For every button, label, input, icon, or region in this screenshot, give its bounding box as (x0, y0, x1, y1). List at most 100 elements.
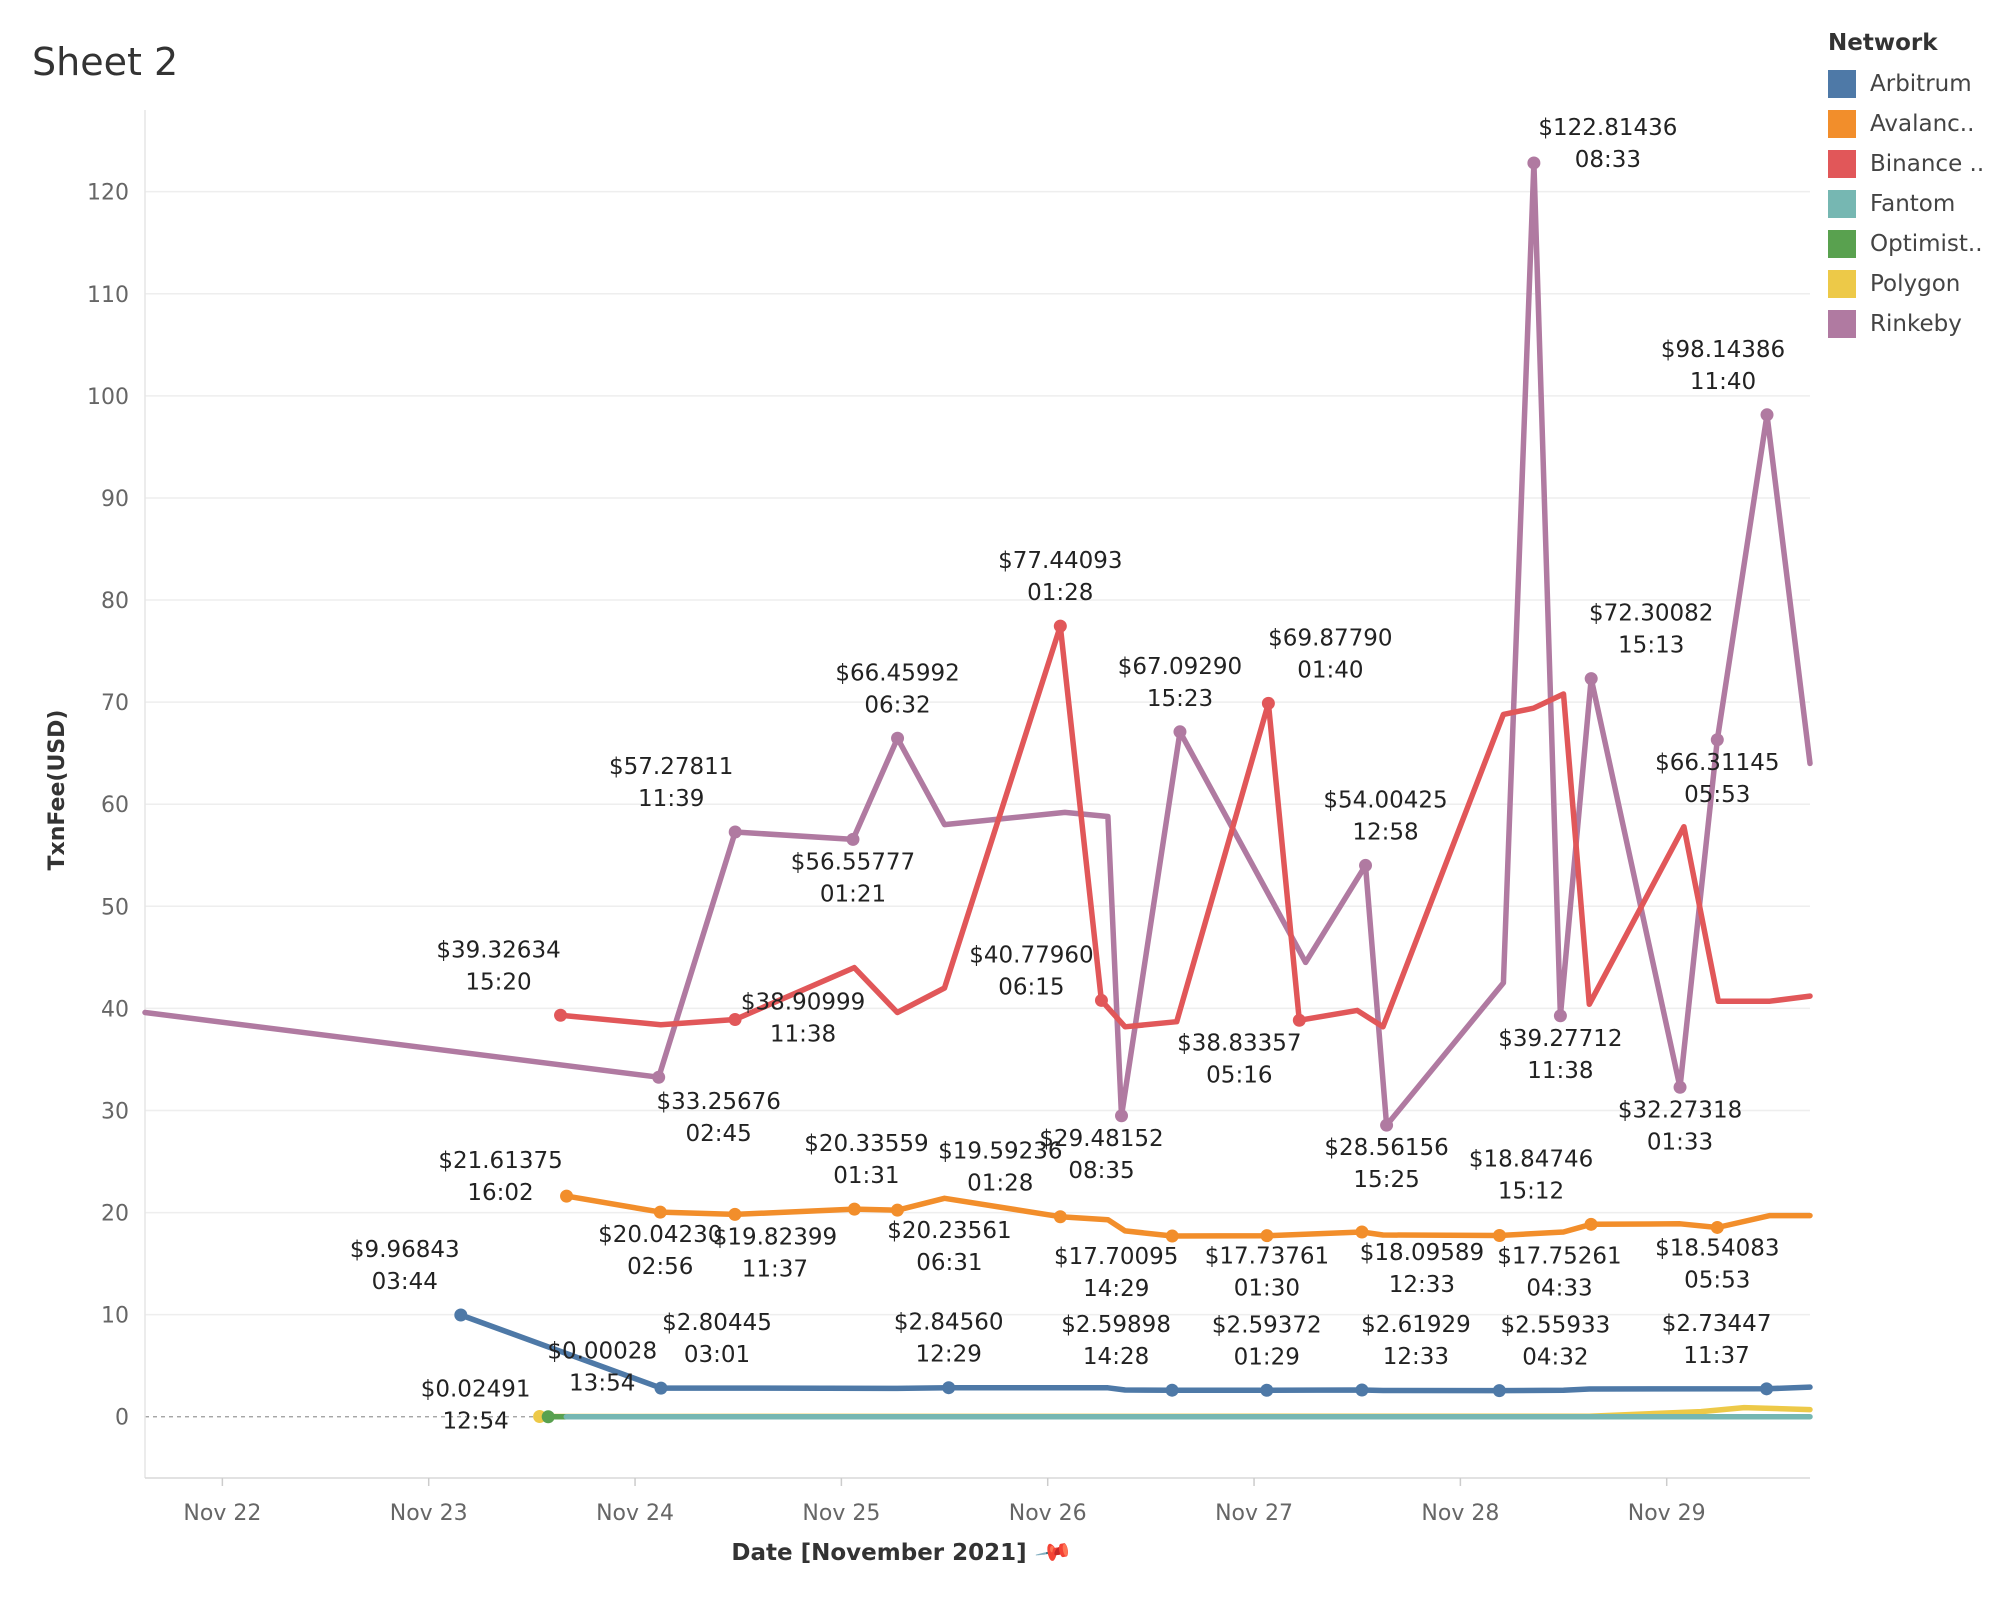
data-point[interactable] (1292, 1013, 1306, 1027)
data-label-value: $28.56156 (1324, 1135, 1448, 1161)
data-point[interactable] (1380, 1118, 1394, 1132)
data-point[interactable] (454, 1308, 468, 1322)
data-label-time: 11:40 (1690, 369, 1756, 395)
series-line-binance[interactable] (557, 623, 1813, 1030)
y-tick-label: 110 (87, 283, 129, 308)
data-point[interactable] (1115, 1109, 1129, 1123)
series-line-arbitrum[interactable] (458, 1312, 1813, 1394)
data-point[interactable] (846, 832, 860, 846)
data-label-value: $2.59372 (1212, 1312, 1322, 1338)
data-point[interactable] (654, 1381, 668, 1395)
data-label-time: 04:32 (1522, 1345, 1588, 1371)
data-label-time: 01:21 (820, 881, 886, 907)
data-point[interactable] (554, 1008, 568, 1022)
data-label-time: 15:23 (1147, 686, 1213, 712)
data-label-value: $38.90999 (741, 990, 865, 1016)
data-label-value: $18.09589 (1360, 1240, 1484, 1266)
data-point[interactable] (1673, 1080, 1687, 1094)
data-label-value: $2.80445 (662, 1310, 772, 1336)
x-tick-label: Nov 25 (802, 1501, 880, 1526)
legend-item[interactable]: Polygon (1828, 264, 1998, 304)
data-label-time: 16:02 (467, 1180, 533, 1206)
legend-item[interactable]: Fantom (1828, 184, 1998, 224)
data-point[interactable] (942, 1381, 956, 1395)
legend-swatch (1828, 310, 1856, 338)
legend-item[interactable]: Binance .. (1828, 144, 1998, 184)
data-point[interactable] (1553, 1009, 1567, 1023)
data-label-time: 15:20 (465, 969, 531, 995)
legend-item[interactable]: Arbitrum (1828, 64, 1998, 104)
legend-item[interactable]: Avalanc.. (1828, 104, 1998, 144)
data-point[interactable] (1355, 1383, 1369, 1397)
data-labels: $33.25676 02:45 $57.27811 11:39 $56.55777 01:… (350, 115, 1785, 1435)
y-tick-label: 40 (101, 997, 129, 1022)
data-point[interactable] (1053, 619, 1067, 633)
data-point[interactable] (560, 1189, 574, 1203)
data-point[interactable] (541, 1410, 555, 1424)
data-point[interactable] (1260, 1383, 1274, 1397)
data-point[interactable] (890, 1203, 904, 1217)
data-point[interactable] (1359, 858, 1373, 872)
data-label-time: 01:31 (833, 1163, 899, 1189)
data-point[interactable] (728, 1207, 742, 1221)
data-point[interactable] (1053, 1210, 1067, 1224)
data-point[interactable] (1173, 725, 1187, 739)
data-point[interactable] (1527, 156, 1541, 170)
data-point[interactable] (891, 731, 905, 745)
data-label-time: 11:37 (742, 1256, 808, 1282)
data-point[interactable] (1165, 1229, 1179, 1243)
series-line-rinkeby[interactable] (142, 160, 1813, 1128)
data-point[interactable] (1492, 1229, 1506, 1243)
data-label-time: 11:37 (1683, 1343, 1749, 1369)
data-label-value: $19.59236 (938, 1139, 1062, 1165)
legend-item[interactable]: Rinkeby (1828, 304, 1998, 344)
data-label-value: $20.33559 (804, 1131, 928, 1157)
data-label-value: $77.44093 (998, 548, 1122, 574)
legend-items: Arbitrum Avalanc.. Binance .. Fantom Optimis… (1828, 64, 1998, 344)
data-label-value: $17.73761 (1205, 1244, 1329, 1270)
data-point[interactable] (1492, 1384, 1506, 1398)
data-label-time: 15:13 (1618, 633, 1684, 659)
y-tick-label: 0 (115, 1406, 129, 1431)
data-label-time: 01:33 (1647, 1129, 1713, 1155)
data-label-time: 15:12 (1498, 1178, 1564, 1204)
data-label-value: $20.23561 (887, 1218, 1011, 1244)
legend-label: Polygon (1870, 271, 1961, 297)
data-label-time: 12:33 (1389, 1272, 1455, 1298)
legend-swatch (1828, 150, 1856, 178)
legend-swatch (1828, 270, 1856, 298)
data-label-time: 06:31 (916, 1250, 982, 1276)
data-point[interactable] (1760, 408, 1774, 422)
data-label-value: $66.31145 (1655, 750, 1779, 776)
data-point[interactable] (728, 825, 742, 839)
data-point[interactable] (1584, 672, 1598, 686)
legend-item[interactable]: Optimist.. (1828, 224, 1998, 264)
data-label-value: $54.00425 (1323, 787, 1447, 813)
data-point[interactable] (728, 1013, 742, 1027)
data-label-value: $66.45992 (835, 660, 959, 686)
data-point[interactable] (1261, 696, 1275, 710)
y-tick-label: 90 (101, 487, 129, 512)
data-point[interactable] (1710, 733, 1724, 747)
data-point[interactable] (1710, 1220, 1724, 1234)
y-tick-label: 120 (87, 181, 129, 206)
data-point[interactable] (1355, 1225, 1369, 1239)
data-label-value: $17.75261 (1497, 1244, 1621, 1270)
series-line-avalanc[interactable] (563, 1193, 1813, 1239)
data-point[interactable] (652, 1070, 666, 1084)
legend-label: Arbitrum (1870, 71, 1972, 97)
data-label-value: $19.82399 (713, 1224, 837, 1250)
data-point[interactable] (847, 1202, 861, 1216)
data-label-time: 11:39 (638, 786, 704, 812)
data-point[interactable] (653, 1205, 667, 1219)
data-label-value: $18.84746 (1469, 1146, 1593, 1172)
data-label-time: 11:38 (770, 1022, 836, 1048)
data-point[interactable] (1760, 1382, 1774, 1396)
data-point[interactable] (1260, 1229, 1274, 1243)
data-point[interactable] (1094, 993, 1108, 1007)
data-point[interactable] (1165, 1383, 1179, 1397)
data-label-time: 05:16 (1206, 1062, 1272, 1088)
data-point[interactable] (1584, 1217, 1598, 1231)
data-points (454, 156, 1774, 1424)
